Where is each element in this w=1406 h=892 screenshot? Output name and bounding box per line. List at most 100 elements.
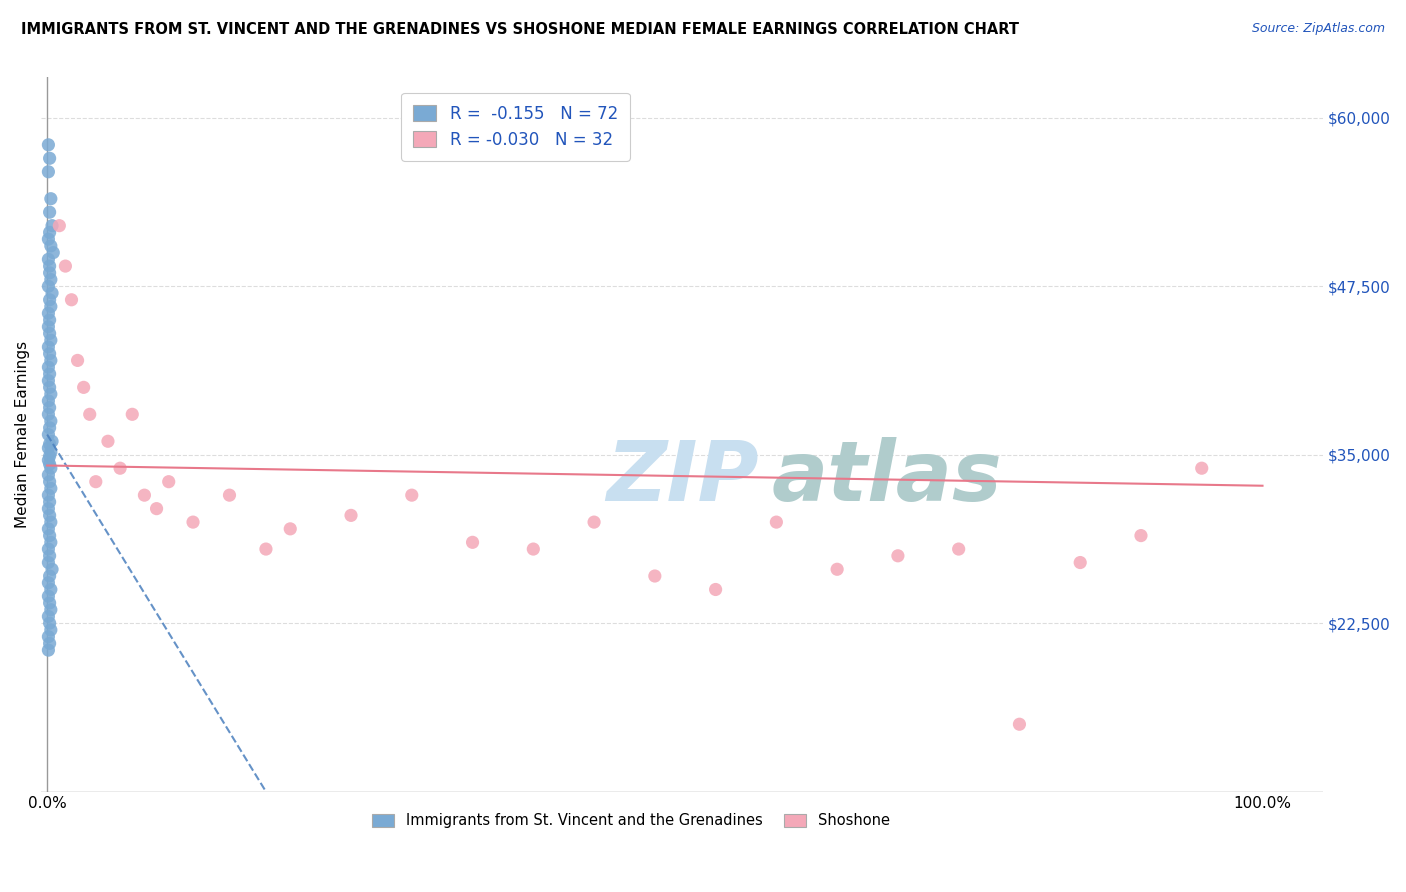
Point bbox=[825, 562, 848, 576]
Point bbox=[39, 387, 62, 401]
Point bbox=[583, 515, 606, 529]
Y-axis label: Median Female Earnings: Median Female Earnings bbox=[15, 341, 30, 528]
Point bbox=[41, 219, 63, 233]
Point bbox=[84, 475, 107, 489]
Point bbox=[37, 467, 59, 482]
Point bbox=[134, 488, 156, 502]
Point bbox=[38, 421, 60, 435]
Point bbox=[37, 488, 59, 502]
Point bbox=[48, 219, 70, 233]
Point bbox=[39, 461, 62, 475]
Point bbox=[39, 535, 62, 549]
Point bbox=[39, 482, 62, 496]
Point bbox=[38, 266, 60, 280]
Point bbox=[37, 589, 59, 603]
Point bbox=[38, 346, 60, 360]
Point bbox=[38, 401, 60, 415]
Point bbox=[39, 623, 62, 637]
Point bbox=[704, 582, 727, 597]
Point bbox=[72, 380, 94, 394]
Text: ZIP: ZIP bbox=[606, 437, 758, 518]
Text: Source: ZipAtlas.com: Source: ZipAtlas.com bbox=[1251, 22, 1385, 36]
Point bbox=[38, 508, 60, 523]
Point bbox=[39, 239, 62, 253]
Point bbox=[37, 319, 59, 334]
Point bbox=[644, 569, 666, 583]
Point bbox=[37, 165, 59, 179]
Point bbox=[41, 562, 63, 576]
Point bbox=[55, 259, 77, 273]
Point bbox=[401, 488, 423, 502]
Point bbox=[38, 326, 60, 341]
Text: IMMIGRANTS FROM ST. VINCENT AND THE GRENADINES VS SHOSHONE MEDIAN FEMALE EARNING: IMMIGRANTS FROM ST. VINCENT AND THE GREN… bbox=[21, 22, 1019, 37]
Point bbox=[38, 449, 60, 463]
Point bbox=[38, 313, 60, 327]
Point bbox=[38, 293, 60, 307]
Point bbox=[278, 522, 301, 536]
Point bbox=[38, 437, 60, 451]
Point bbox=[37, 137, 59, 152]
Point bbox=[522, 542, 544, 557]
Point bbox=[38, 226, 60, 240]
Point bbox=[1008, 717, 1031, 731]
Point bbox=[39, 515, 62, 529]
Point bbox=[39, 603, 62, 617]
Point bbox=[37, 360, 59, 375]
Point bbox=[37, 643, 59, 657]
Point bbox=[38, 259, 60, 273]
Point bbox=[38, 475, 60, 489]
Point bbox=[97, 434, 120, 449]
Point bbox=[79, 407, 101, 421]
Point bbox=[37, 575, 59, 590]
Point bbox=[121, 407, 143, 421]
Point bbox=[37, 252, 59, 267]
Point bbox=[39, 445, 62, 459]
Point bbox=[37, 279, 59, 293]
Point bbox=[41, 286, 63, 301]
Text: atlas: atlas bbox=[772, 437, 1002, 518]
Point bbox=[41, 434, 63, 449]
Point bbox=[39, 333, 62, 347]
Point bbox=[66, 353, 89, 368]
Point bbox=[340, 508, 363, 523]
Point bbox=[38, 151, 60, 165]
Point bbox=[887, 549, 910, 563]
Point bbox=[38, 528, 60, 542]
Point bbox=[37, 542, 59, 557]
Point bbox=[218, 488, 240, 502]
Point bbox=[39, 192, 62, 206]
Point bbox=[948, 542, 970, 557]
Point bbox=[181, 515, 204, 529]
Point bbox=[37, 453, 59, 467]
Point bbox=[38, 205, 60, 219]
Point bbox=[37, 630, 59, 644]
Point bbox=[37, 407, 59, 421]
Point bbox=[39, 582, 62, 597]
Point bbox=[38, 367, 60, 381]
Point bbox=[39, 353, 62, 368]
Point bbox=[37, 374, 59, 388]
Point bbox=[765, 515, 787, 529]
Point bbox=[37, 522, 59, 536]
Point bbox=[37, 441, 59, 455]
Point bbox=[42, 245, 65, 260]
Point bbox=[145, 501, 167, 516]
Point bbox=[37, 232, 59, 246]
Point bbox=[157, 475, 180, 489]
Point bbox=[37, 501, 59, 516]
Point bbox=[39, 414, 62, 428]
Point bbox=[37, 427, 59, 442]
Point bbox=[38, 636, 60, 650]
Point bbox=[37, 393, 59, 408]
Point bbox=[38, 596, 60, 610]
Point bbox=[37, 556, 59, 570]
Point bbox=[1069, 556, 1091, 570]
Point bbox=[38, 495, 60, 509]
Point bbox=[39, 272, 62, 286]
Point bbox=[1129, 528, 1152, 542]
Point bbox=[254, 542, 277, 557]
Point bbox=[37, 609, 59, 624]
Point bbox=[39, 300, 62, 314]
Point bbox=[38, 616, 60, 631]
Point bbox=[461, 535, 484, 549]
